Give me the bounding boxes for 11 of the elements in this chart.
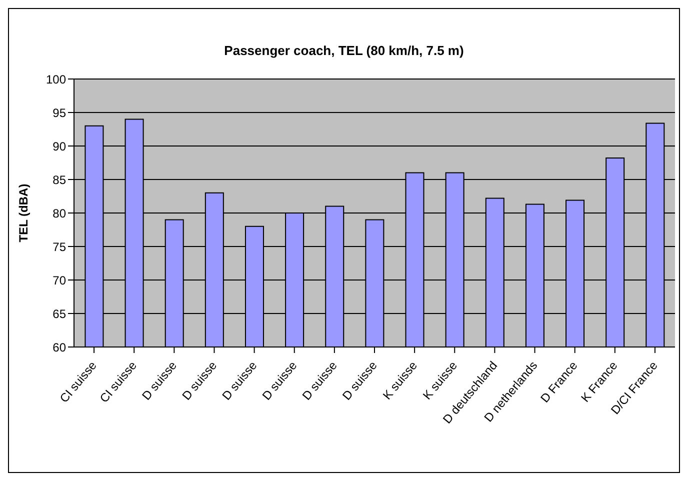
y-tick-label: 60	[52, 340, 66, 354]
y-axis-title: TEL (dBA)	[16, 184, 30, 242]
y-tick-label: 65	[52, 306, 66, 321]
chart-title: Passenger coach, TEL (80 km/h, 7.5 m)	[223, 43, 465, 58]
y-tick-label: 100	[46, 72, 66, 86]
y-tick-label: 70	[52, 273, 66, 288]
y-tick-label: 75	[52, 240, 66, 254]
y-tick-label: 90	[52, 139, 66, 154]
y-tick-label: 80	[52, 206, 66, 220]
y-tick-label: 85	[52, 172, 66, 187]
y-tick-label: 95	[52, 106, 66, 120]
